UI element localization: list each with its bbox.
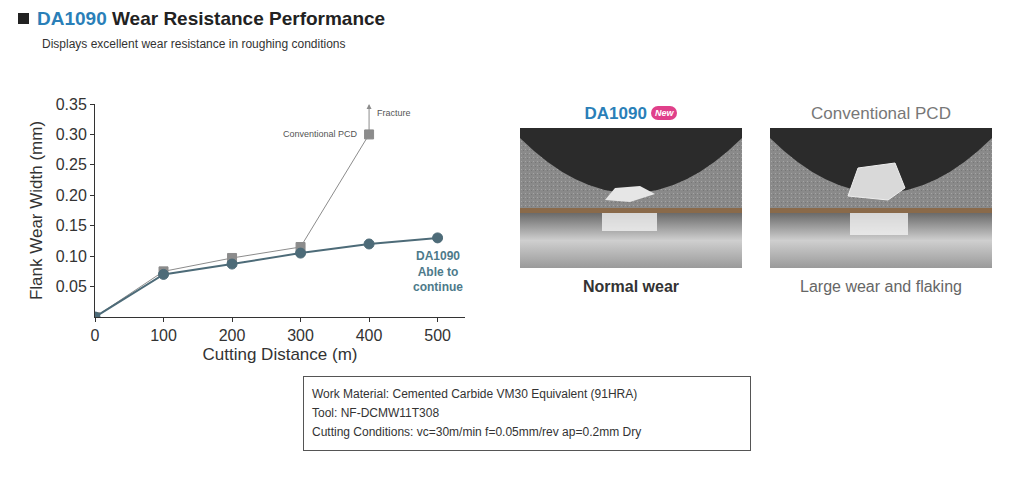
svg-text:0.20: 0.20 — [56, 187, 87, 204]
svg-text:200: 200 — [219, 327, 246, 344]
svg-text:0.10: 0.10 — [56, 248, 87, 265]
svg-text:400: 400 — [356, 327, 383, 344]
html-text:Displays excellent wear resist: Displays excellent wear resistance in ro… — [42, 37, 346, 51]
html-text:Work Material: Cemented Carbid: Work Material: Cemented Carbide VM30 Equ… — [312, 387, 638, 401]
svg-text:300: 300 — [287, 327, 314, 344]
html-text:Conventional PCD: Conventional PCD — [811, 104, 951, 123]
html-text:DA1090: DA1090 — [584, 104, 647, 123]
svg-text:0.15: 0.15 — [56, 217, 87, 234]
svg-text:Flank Wear Width (mm): Flank Wear Width (mm) — [27, 121, 46, 300]
svg-text:Conventional PCD: Conventional PCD — [283, 129, 358, 139]
svg-text:100: 100 — [150, 327, 177, 344]
html-text:Large wear and flaking: Large wear and flaking — [800, 278, 962, 295]
html-text:Tool: NF-DCMW11T308: Tool: NF-DCMW11T308 — [312, 406, 440, 420]
html-text:New: New — [654, 108, 674, 118]
svg-text:0.30: 0.30 — [56, 126, 87, 143]
svg-text:0.35: 0.35 — [56, 96, 87, 113]
svg-text:Fracture: Fracture — [377, 108, 411, 118]
svg-text:0: 0 — [91, 327, 100, 344]
html-text:Normal wear: Normal wear — [583, 278, 679, 295]
svg-text:0.25: 0.25 — [56, 156, 87, 173]
svg-text:500: 500 — [424, 327, 451, 344]
svg-text:0.05: 0.05 — [56, 278, 87, 295]
svg-text:DA1090Able tocontinue: DA1090Able tocontinue — [413, 249, 463, 294]
svg-text:Cutting Distance (m): Cutting Distance (m) — [203, 345, 358, 364]
html-text:DA1090 Wear Resistance Perform: DA1090 Wear Resistance Performance — [37, 8, 386, 29]
html-text:Cutting Conditions: vc=30m/min: Cutting Conditions: vc=30m/min f=0.05mm/… — [312, 425, 642, 439]
